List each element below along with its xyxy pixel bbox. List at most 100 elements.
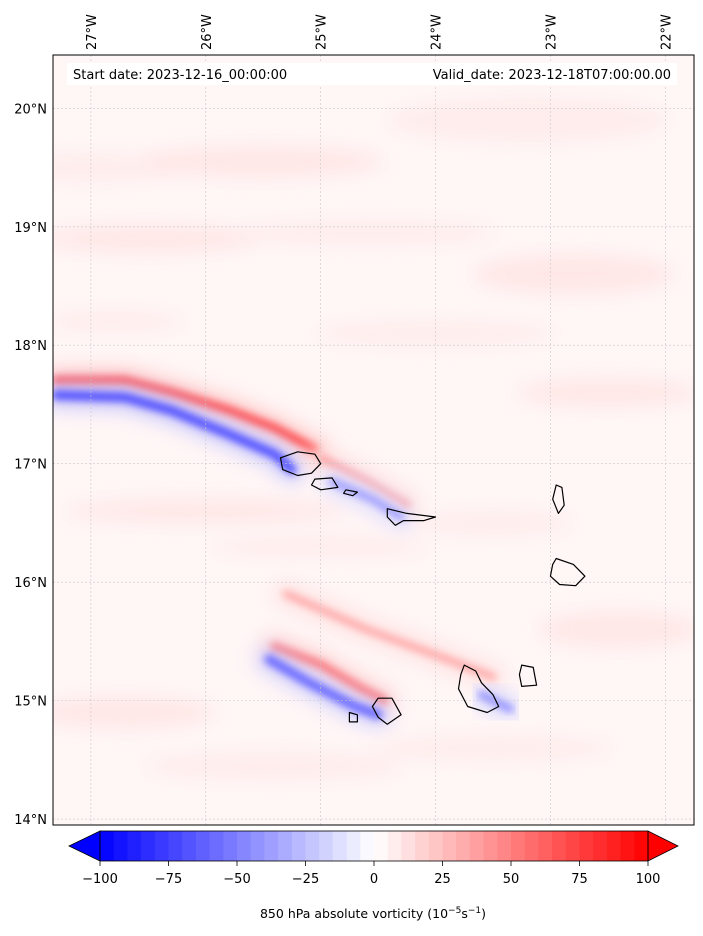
background-blob bbox=[412, 510, 573, 535]
background-blob bbox=[143, 145, 384, 178]
island-outline bbox=[348, 711, 358, 723]
lat-tick-label: 16°N bbox=[14, 576, 47, 591]
colorbar-tick-label: −25 bbox=[292, 872, 319, 887]
colorbar-label: 850 hPa absolute vorticity (10−5s−1) bbox=[260, 906, 486, 921]
lat-tick-label: 17°N bbox=[14, 458, 47, 473]
lat-tick-label: 15°N bbox=[14, 695, 47, 710]
start-date-label: Start date: 2023-12-16_00:00:00 bbox=[73, 68, 287, 83]
colorbar-step bbox=[264, 831, 279, 861]
colorbar: −100 −75 −50 −25 0 25 50 75 100 850 hPa absolute… bbox=[68, 830, 679, 921]
lat-tick-label: 14°N bbox=[14, 813, 47, 828]
lat-tick-label: 20°N bbox=[14, 102, 47, 117]
background-blob bbox=[517, 378, 694, 407]
colorbar-step bbox=[634, 831, 649, 861]
colorbar-step bbox=[141, 831, 156, 861]
background-blob bbox=[144, 751, 405, 780]
colorbar-step bbox=[565, 831, 580, 861]
island-outline bbox=[518, 664, 538, 687]
colorbar-tick-label: −50 bbox=[223, 872, 250, 887]
map-axes: Start date: 2023-12-16_00:00:00 Valid_da… bbox=[14, 14, 695, 828]
island-outline bbox=[279, 451, 322, 477]
feature-northern-wake-positive bbox=[53, 376, 320, 454]
lon-tick-label: 26°W bbox=[200, 14, 215, 50]
colorbar-tick-label: −100 bbox=[82, 872, 118, 887]
colorbar-extend-high bbox=[647, 830, 679, 862]
lon-tick-label: 23°W bbox=[544, 14, 559, 50]
island-outline bbox=[552, 484, 565, 514]
colorbar-step bbox=[593, 831, 608, 861]
feature-southern-wake-positive bbox=[270, 642, 389, 706]
colorbar-step bbox=[168, 831, 183, 861]
lon-tick-label: 25°W bbox=[315, 14, 330, 50]
colorbar-step bbox=[100, 831, 115, 861]
feature-eastern-wake-negative bbox=[328, 478, 405, 521]
colorbar-step bbox=[483, 831, 498, 861]
gridlines bbox=[53, 55, 694, 825]
colorbar-step bbox=[113, 831, 128, 861]
colorbar-step bbox=[319, 831, 334, 861]
colorbar-step bbox=[524, 831, 539, 861]
map-frame bbox=[52, 54, 695, 826]
island-outline bbox=[310, 477, 339, 491]
island-outline bbox=[457, 664, 500, 714]
colorbar-label-mid: s bbox=[461, 906, 468, 921]
colorbar-step bbox=[415, 831, 430, 861]
colorbar-label-suffix: ) bbox=[481, 906, 486, 921]
colorbar-step bbox=[387, 831, 402, 861]
lat-tick-label: 19°N bbox=[14, 221, 47, 236]
colorbar-tick-label: 25 bbox=[434, 872, 451, 887]
colorbar-step bbox=[305, 831, 320, 861]
lon-tick-label: 22°W bbox=[659, 14, 674, 50]
colorbar-step bbox=[332, 831, 348, 861]
colorbar-step bbox=[127, 831, 142, 861]
colorbar-step bbox=[497, 831, 512, 861]
colorbar-step bbox=[401, 831, 416, 861]
colorbar-tick-label: −75 bbox=[155, 872, 182, 887]
background-blob bbox=[210, 536, 431, 557]
colorbar-ticks: −100 −75 −50 −25 0 25 50 75 100 bbox=[82, 861, 660, 887]
colorbar-step bbox=[374, 831, 389, 861]
longitude-tick-labels: 27°W 26°W 25°W 24°W 23°W 22°W bbox=[85, 14, 674, 50]
background-blob bbox=[473, 254, 674, 295]
lon-tick-label: 27°W bbox=[85, 14, 100, 50]
vorticity-features bbox=[53, 367, 524, 728]
colorbar-step bbox=[346, 831, 361, 861]
colorbar-step bbox=[579, 831, 594, 861]
colorbar-step bbox=[291, 831, 306, 861]
header-box bbox=[67, 63, 677, 85]
colorbar-step bbox=[552, 831, 567, 861]
colorbar-step bbox=[223, 831, 238, 861]
colorbar-tick-label: 100 bbox=[636, 872, 661, 887]
island-outline bbox=[343, 489, 358, 497]
colorbar-step bbox=[620, 831, 635, 861]
colorbar-step bbox=[182, 831, 197, 861]
background-blob bbox=[53, 696, 216, 729]
colorbar-tick-label: 0 bbox=[370, 872, 378, 887]
colorbar-label-exp1: −5 bbox=[448, 906, 461, 916]
colorbar-step bbox=[195, 831, 211, 861]
colorbar-step bbox=[606, 831, 622, 861]
colorbar-step bbox=[469, 831, 485, 861]
colorbar-step bbox=[250, 831, 265, 861]
island-outline bbox=[549, 557, 586, 587]
background-blob bbox=[372, 736, 613, 760]
colorbar-step bbox=[442, 831, 457, 861]
background-blob bbox=[387, 98, 668, 143]
background-blob bbox=[53, 224, 259, 253]
colorbar-extend-low bbox=[68, 830, 101, 862]
background-blob bbox=[53, 311, 184, 332]
colorbar-step bbox=[209, 831, 224, 861]
background-blob bbox=[315, 321, 556, 346]
colorbar-step bbox=[538, 831, 553, 861]
colorbar-step bbox=[154, 831, 169, 861]
island-outlines bbox=[279, 451, 586, 725]
colorbar-tick-label: 50 bbox=[503, 872, 520, 887]
colorbar-tick-label: 75 bbox=[571, 872, 588, 887]
colorbar-step bbox=[237, 831, 252, 861]
colorbar-steps bbox=[100, 831, 649, 861]
colorbar-step bbox=[278, 831, 293, 861]
colorbar-label-exp2: −1 bbox=[468, 906, 481, 916]
valid-date-label: Valid_date: 2023-12-18T07:00:00.00 bbox=[433, 68, 671, 83]
island-outline bbox=[371, 697, 402, 725]
